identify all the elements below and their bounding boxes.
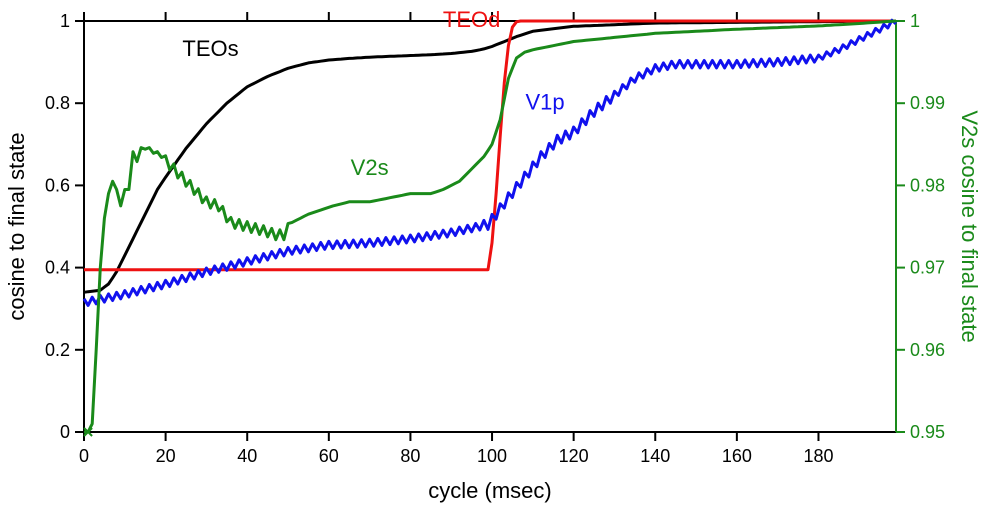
x-tick-label: 120	[559, 446, 589, 466]
series-label-v1p: V1p	[526, 89, 565, 114]
series-label-teos: TEOs	[182, 36, 238, 61]
series-line-teod	[84, 19, 896, 272]
x-tick-label: 40	[237, 446, 257, 466]
series-label-teod: TEOd	[443, 7, 500, 32]
x-tick-label: 180	[803, 446, 833, 466]
left-y-tick-label: 1	[60, 11, 70, 31]
top-axis	[83, 12, 820, 21]
x-axis-label: cycle (msec)	[428, 478, 551, 503]
series-label-v2s: V2s	[351, 155, 389, 180]
x-tick-label: 140	[640, 446, 670, 466]
left-y-tick-label: 0.4	[45, 258, 70, 278]
x-tick-label: 100	[477, 446, 507, 466]
right-y-tick-label: 0.96	[910, 340, 945, 360]
v2s-start-marker	[83, 427, 93, 437]
left-y-tick-label: 0	[60, 422, 70, 442]
right-y-axis-label: V2s cosine to final state	[957, 110, 982, 342]
x-tick-label: 20	[156, 446, 176, 466]
series-group	[82, 18, 898, 437]
x-tick-label: 80	[400, 446, 420, 466]
left-y-axis: 0 0.2 0.4 0.6 0.8 1	[45, 11, 84, 442]
left-y-tick-label: 0.8	[45, 93, 70, 113]
x-axis: 0 20 40 60 80 100 120 140 160 180	[79, 432, 833, 466]
left-y-tick-label: 0.2	[45, 340, 70, 360]
left-y-tick-label: 0.6	[45, 175, 70, 195]
right-y-axis: 0.95 0.96 0.97 0.98 0.99 1	[896, 11, 945, 442]
x-tick-label: 0	[79, 446, 89, 466]
series-line-v1p	[82, 18, 898, 307]
right-y-tick-label: 0.95	[910, 422, 945, 442]
series-line-v2s	[84, 19, 897, 434]
right-y-tick-label: 0.98	[910, 175, 945, 195]
x-tick-label: 160	[722, 446, 752, 466]
x-tick-label: 60	[319, 446, 339, 466]
left-y-axis-label: cosine to final state	[4, 132, 29, 320]
right-y-tick-label: 0.97	[910, 258, 945, 278]
annotations: TEOs TEOd V1p V2s	[182, 7, 564, 180]
right-y-tick-label: 0.99	[910, 93, 945, 113]
right-y-tick-label: 1	[910, 11, 920, 31]
